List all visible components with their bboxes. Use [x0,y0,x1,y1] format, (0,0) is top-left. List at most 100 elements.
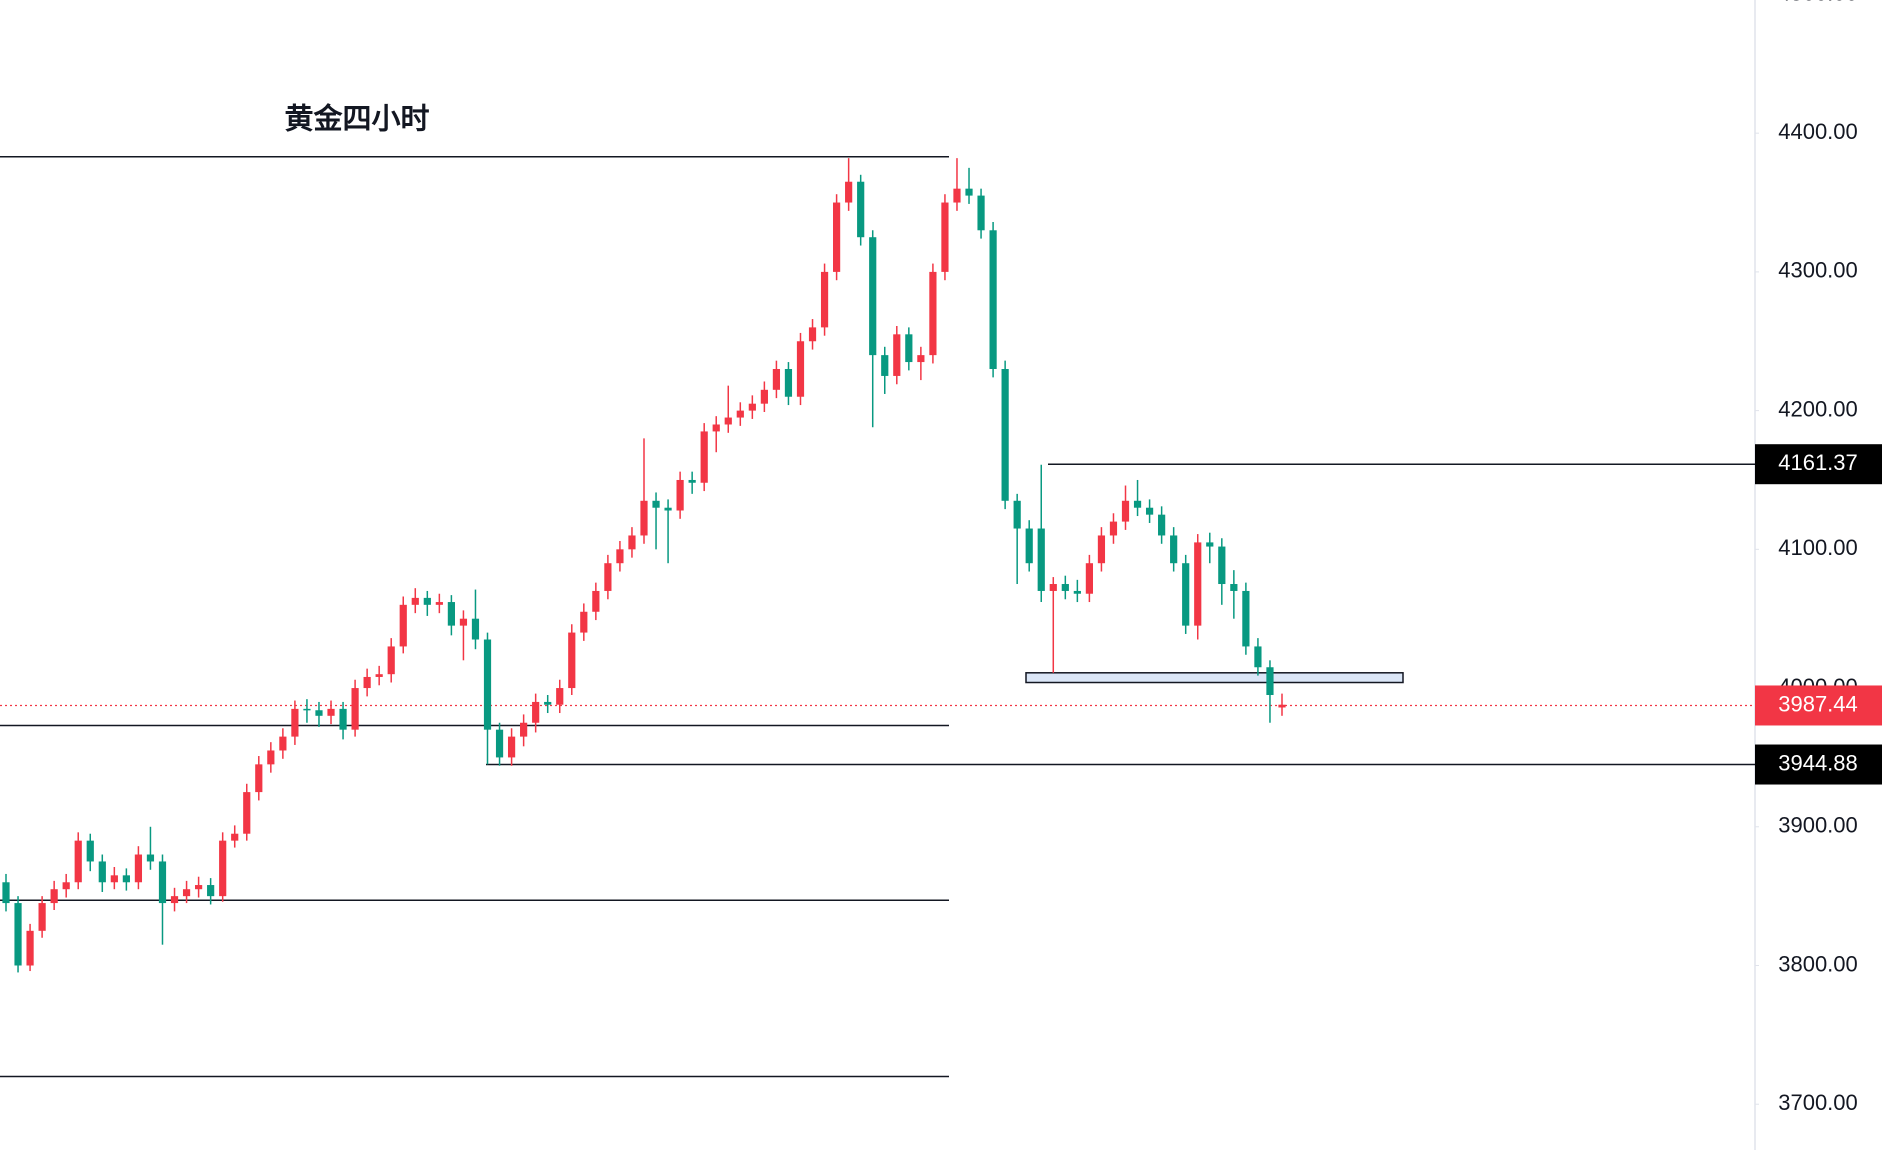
candle-body [1085,563,1093,594]
candle-body [243,792,251,834]
candle-body [86,840,94,862]
candle-body [556,688,564,705]
candle-body [2,882,10,904]
candle-body [1158,514,1166,536]
candle-body [808,327,817,342]
candle-body [796,341,805,397]
candle-body [1182,563,1190,626]
candle-body [1121,500,1130,522]
candle-body [652,500,660,508]
candle-body [134,854,143,883]
candle-body [760,389,768,404]
candle-body [351,688,359,730]
candle-body [1194,542,1202,626]
candle-body [195,885,203,890]
zone [1025,672,1404,684]
candle-body [1206,542,1214,547]
candle-body [267,750,275,765]
candle-body [1278,704,1286,708]
candle-body [616,549,624,564]
candle-body [881,355,889,376]
candle-body [1109,521,1118,536]
candle-body [820,271,829,328]
candle-body [279,736,287,751]
candle-body [1170,535,1178,564]
candle-body [1133,500,1142,508]
candle-body [1049,584,1057,591]
candle-body [1218,546,1226,585]
candle-body [736,410,744,418]
candle-body [435,602,443,605]
candle-body [640,500,648,536]
candle-body [917,355,925,363]
candle-body [447,602,455,626]
candle-body [1097,535,1106,564]
candle-body [170,896,179,904]
candle-body [869,237,877,356]
candle-body [375,674,383,677]
candle-body [291,708,299,737]
candle-body [387,646,395,675]
y-tick-label: 4500.00 [1778,0,1858,5]
candle-body [580,611,588,633]
price-line-label: 3944.88 [1778,750,1858,775]
candle-body [784,368,793,397]
y-tick-label: 4300.00 [1778,258,1858,283]
candle-body [483,639,492,730]
candle-body [219,840,227,897]
last-price-label: 3987.44 [1778,691,1858,716]
candle-body [62,882,70,890]
candle-body [1230,584,1238,591]
candle-body [1145,507,1154,515]
candle-body [26,930,34,966]
candle-body [520,722,528,737]
candle-body [724,417,732,425]
candle-body [1037,528,1045,591]
candle-body [604,563,612,591]
candle-body [315,710,323,716]
chart-title: 黄金四小时 [284,102,429,136]
candle-body [664,507,672,511]
candle-body [712,424,720,432]
y-tick-label: 3900.00 [1778,813,1858,838]
candle-body [1001,368,1009,501]
candle-body [905,334,913,363]
candle-body [1254,646,1262,668]
candle-body [857,181,865,238]
price-line-label-bg [1755,744,1882,785]
candle-body [255,764,263,793]
y-tick-label: 4100.00 [1778,535,1858,560]
candle-body [495,729,504,758]
candle-body [628,535,636,550]
candle-body [74,840,82,883]
candle-body [146,854,155,862]
price-line-label-bg [1755,444,1882,485]
candle-body [989,230,997,369]
candle-body [50,889,58,904]
candle-body [845,181,853,203]
candle-body [327,708,335,716]
candle-body [1061,584,1069,591]
candle-body [965,188,973,196]
candle-body [688,479,696,483]
candle-body [182,889,191,897]
candle-body [977,195,985,231]
candle-body [748,403,756,411]
candle-body [1242,590,1250,647]
candle-body [1013,500,1021,529]
y-tick-label: 3700.00 [1778,1090,1858,1115]
candle-body [231,833,239,841]
candle-body [471,618,480,640]
last-price-label-bg [1755,685,1882,726]
candle-body [207,885,215,897]
candle-body [1073,590,1081,594]
candle-body [941,202,949,272]
candle-body [953,188,961,203]
candle-body [833,202,841,272]
candle-body [1266,667,1274,695]
candle-body [98,861,106,883]
candle-body [399,604,407,647]
candle-body [676,479,684,511]
candle-body [158,861,167,904]
